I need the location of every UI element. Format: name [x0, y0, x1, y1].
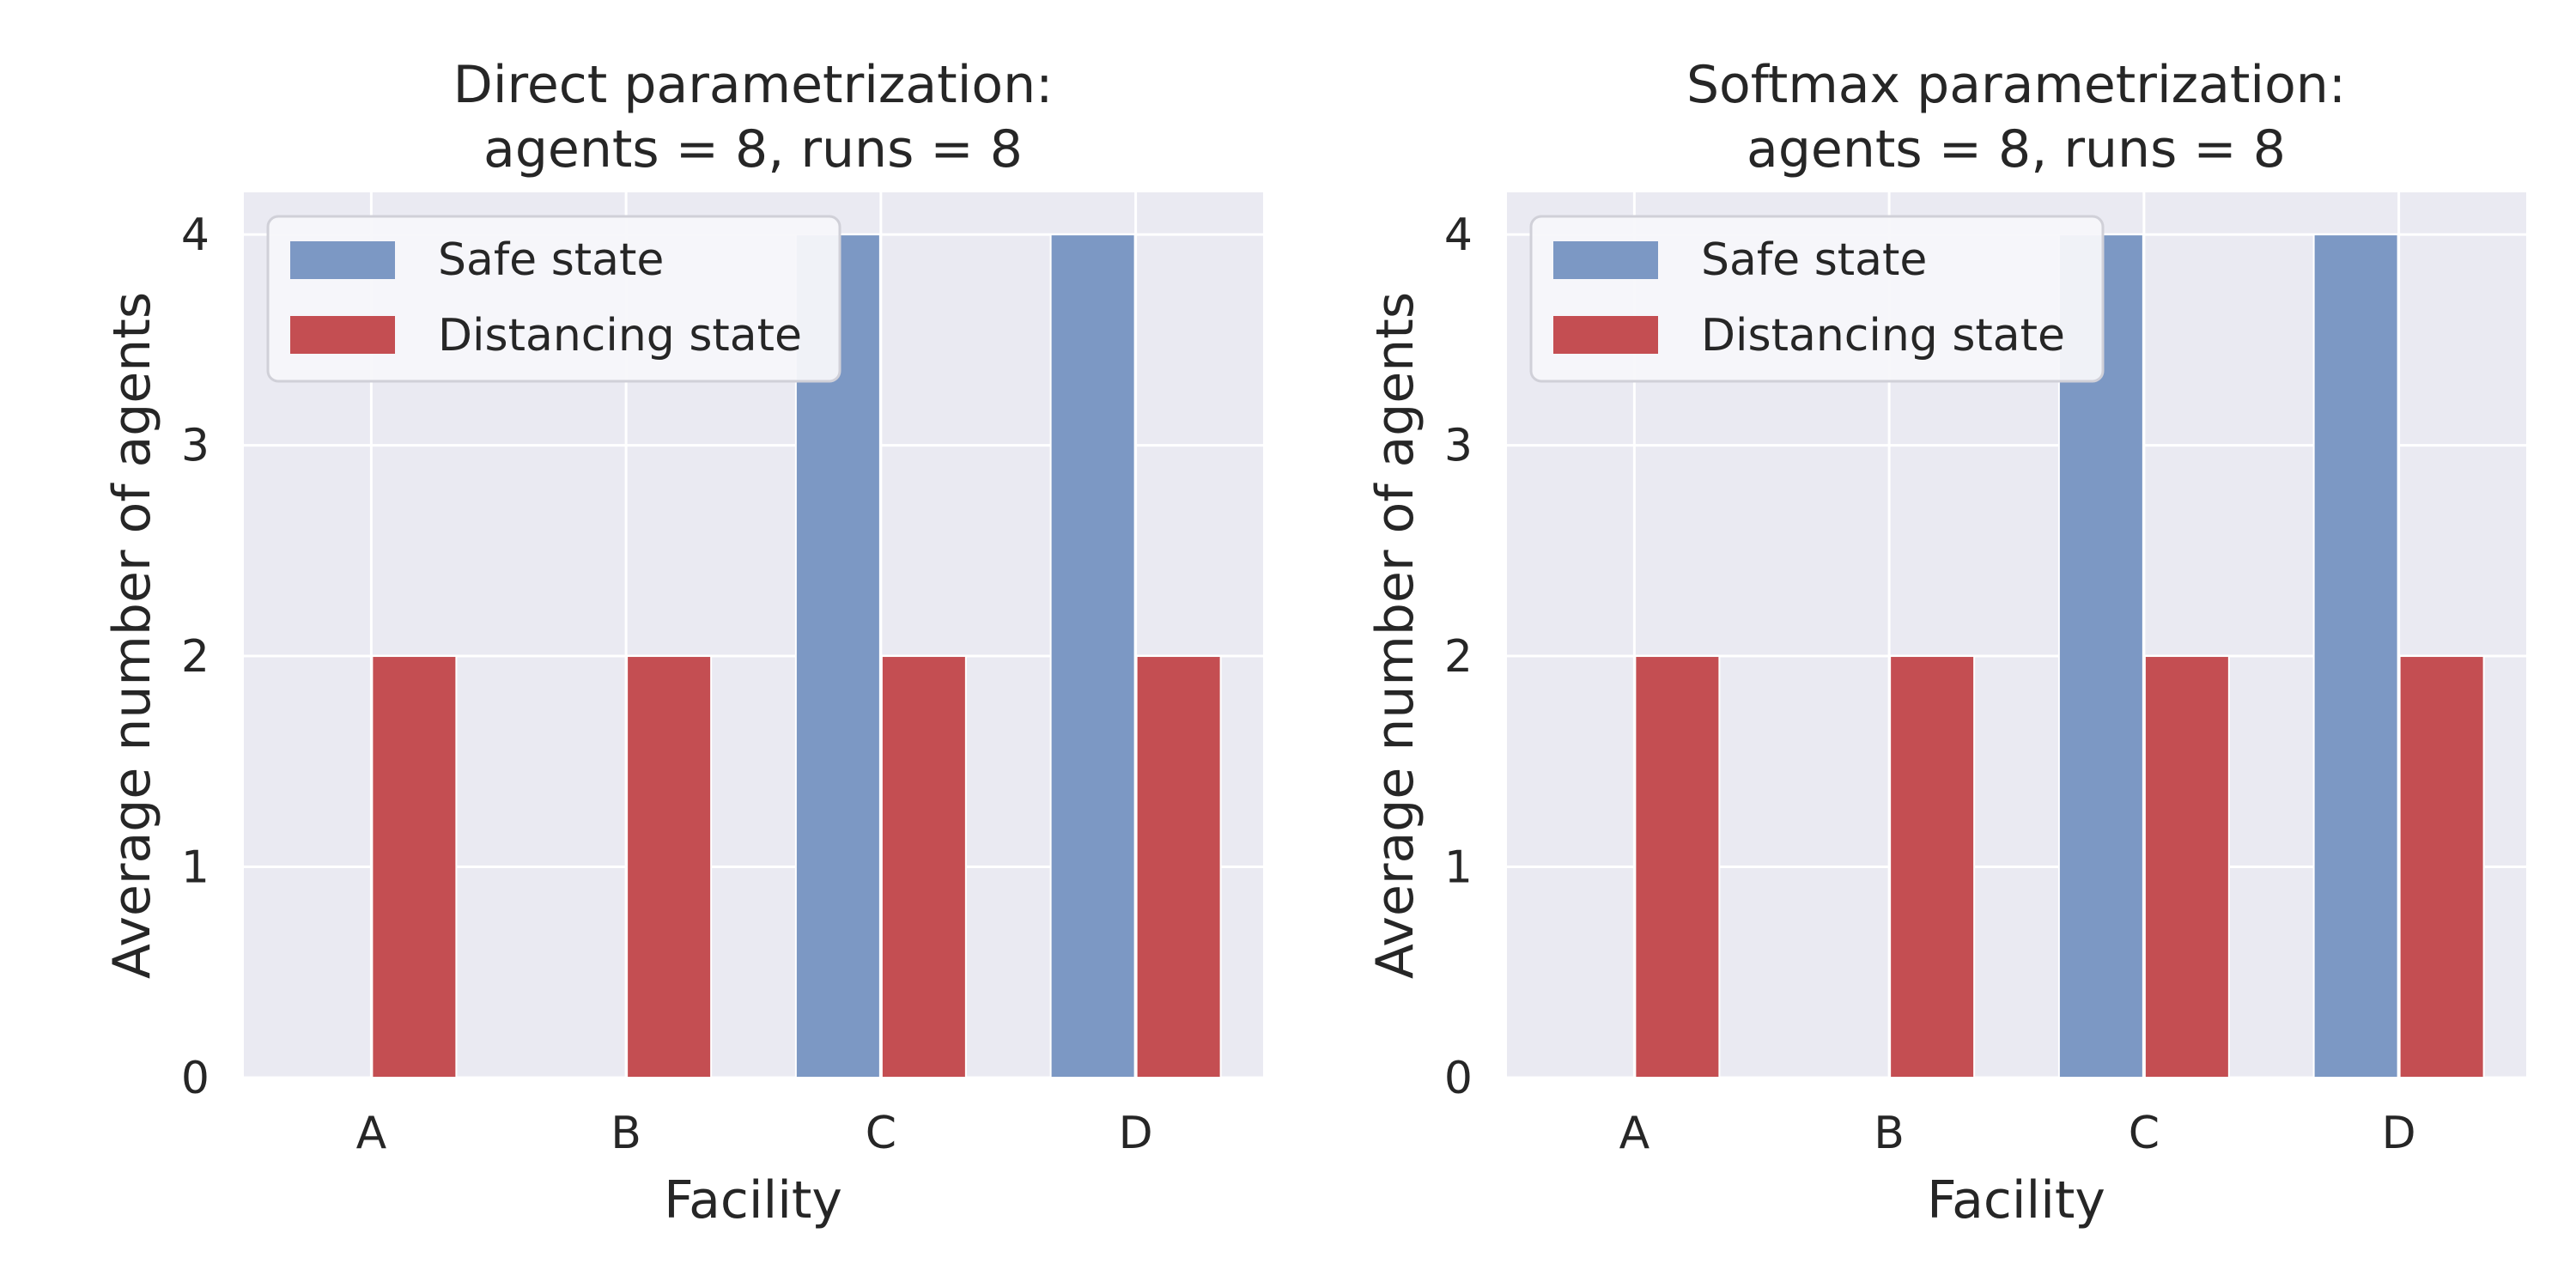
- bar-distancing-state-c: [2143, 655, 2230, 1078]
- chart-panel-softmax: 0 1 2 3 4 A B C D Softmax parametrization: agen…: [1365, 55, 2526, 1230]
- legend: Safe state Distancing state: [266, 215, 841, 383]
- legend-swatch-distancing-state: [1553, 316, 1658, 354]
- chart-title-line2: agents = 8, runs = 8: [1747, 119, 2286, 179]
- legend-swatch-distancing-state: [290, 316, 395, 354]
- y-axis-label: Average number of agents: [1365, 292, 1425, 979]
- y-tick-labels: 0 1 2 3 4: [1444, 210, 1473, 1104]
- x-tick-label-b: B: [1874, 1108, 1905, 1159]
- bar-distancing-state-d: [1135, 655, 1222, 1078]
- y-tick-label: 1: [181, 842, 210, 894]
- legend-label-safe-state: Safe state: [438, 234, 664, 286]
- bar-group: [1634, 234, 2485, 1079]
- x-axis-label: Facility: [1927, 1170, 2105, 1230]
- legend-swatch-safe-state: [1553, 241, 1658, 279]
- bar-safe-state-d: [2312, 234, 2399, 1079]
- chart-panel-direct: 0 1 2 3 4 A B C D Direct parametrization: agent…: [102, 55, 1263, 1230]
- y-tick-label: 0: [1444, 1053, 1473, 1104]
- y-tick-label: 3: [181, 421, 210, 472]
- x-tick-label-c: C: [2129, 1108, 2160, 1159]
- y-tick-label: 2: [1444, 631, 1473, 683]
- y-tick-label: 4: [1444, 210, 1473, 261]
- y-axis-label: Average number of agents: [102, 292, 162, 979]
- legend-label-distancing-state: Distancing state: [1701, 310, 2065, 361]
- legend-swatch-safe-state: [290, 241, 395, 279]
- legend-box: [1529, 215, 2105, 383]
- x-tick-labels: A B C D: [1619, 1108, 2416, 1159]
- legend-label-distancing-state: Distancing state: [438, 310, 802, 361]
- x-tick-label-a: A: [1619, 1108, 1650, 1159]
- chart-title-line1: Softmax parametrization:: [1686, 55, 2346, 115]
- bar-distancing-state-b: [626, 655, 713, 1078]
- y-tick-labels: 0 1 2 3 4: [181, 210, 210, 1104]
- bar-distancing-state-d: [2398, 655, 2485, 1078]
- y-tick-label: 3: [1444, 421, 1473, 472]
- bar-distancing-state-b: [1889, 655, 1976, 1078]
- bar-safe-state-d: [1049, 234, 1136, 1079]
- x-tick-label-c: C: [866, 1108, 896, 1159]
- bar-distancing-state-a: [1634, 655, 1721, 1078]
- x-tick-label-a: A: [356, 1108, 387, 1159]
- y-tick-label: 0: [181, 1053, 210, 1104]
- y-tick-label: 4: [181, 210, 210, 261]
- legend: Safe state Distancing state: [1529, 215, 2105, 383]
- chart-title-line2: agents = 8, runs = 8: [483, 119, 1023, 179]
- x-axis-label: Facility: [664, 1170, 842, 1230]
- y-tick-label: 2: [181, 631, 210, 683]
- y-tick-label: 1: [1444, 842, 1473, 894]
- chart-title-line1: Direct parametrization:: [453, 55, 1054, 115]
- x-tick-label-d: D: [2382, 1108, 2416, 1159]
- x-tick-labels: A B C D: [356, 1108, 1153, 1159]
- bar-group: [371, 234, 1222, 1079]
- legend-box: [266, 215, 841, 383]
- bar-distancing-state-a: [371, 655, 458, 1078]
- legend-label-safe-state: Safe state: [1701, 234, 1927, 286]
- x-tick-label-b: B: [611, 1108, 641, 1159]
- bar-distancing-state-c: [880, 655, 967, 1078]
- x-tick-label-d: D: [1119, 1108, 1153, 1159]
